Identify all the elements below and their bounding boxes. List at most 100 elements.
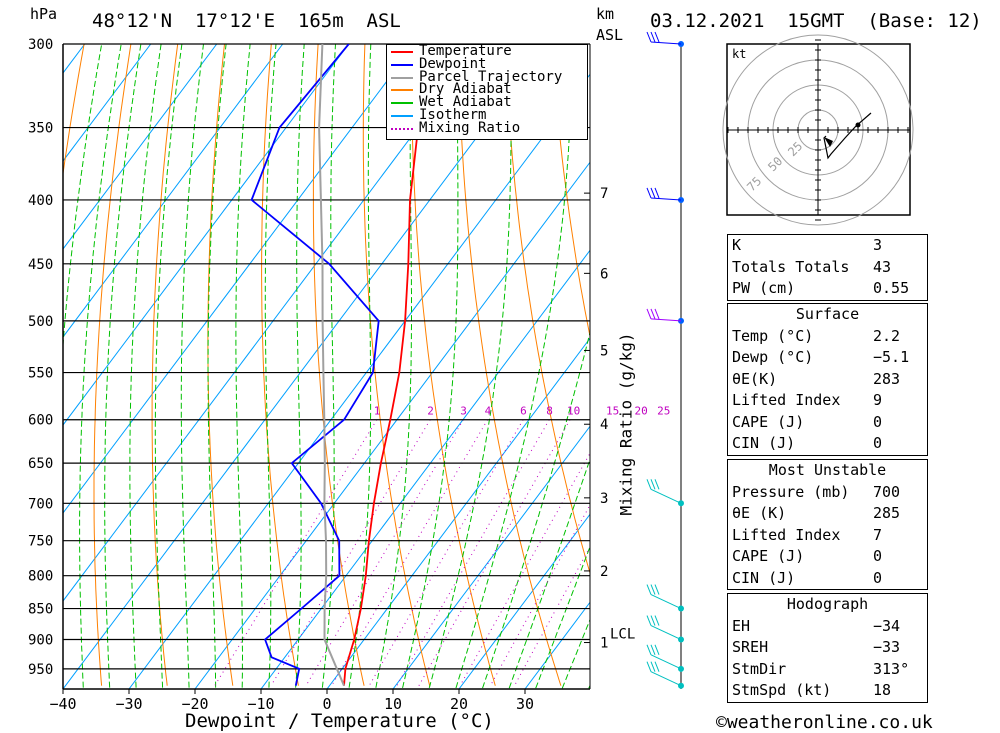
hodograph-table: Hodograph EH −34 SREH −33 StmDir 313° StmSp… xyxy=(727,593,928,703)
surface-thetae-row: θE(K) 283 xyxy=(732,369,901,388)
isotherm-line xyxy=(326,337,590,689)
height-tick-label: 2 xyxy=(600,564,608,580)
mixing-ratio-line xyxy=(418,419,571,686)
hodograph-arrow xyxy=(824,137,833,147)
x-tick-label: −30 xyxy=(115,695,142,713)
wet-adiabat-line xyxy=(129,44,162,689)
surface-title: Surface xyxy=(795,305,860,323)
mu-cin-row: CIN (J) 0 xyxy=(732,568,883,587)
wind-barb xyxy=(650,625,682,640)
mixing-ratio-label: 8 xyxy=(546,405,553,418)
dry-adiabat-line xyxy=(362,44,431,686)
isotherm-line xyxy=(63,44,482,602)
wet-adiabat-line xyxy=(235,44,251,689)
legend-label: Dewpoint xyxy=(419,55,487,72)
legend-item: Dewpoint xyxy=(387,55,587,72)
dry-adiabat-line xyxy=(312,44,365,686)
wet-adiabat-line xyxy=(455,44,574,689)
pressure-tick-label: 800 xyxy=(28,569,53,585)
wind-barb xyxy=(650,654,682,670)
series-temperature xyxy=(343,44,442,686)
wet-adiabat-line xyxy=(79,44,122,689)
mixing-ratio-label: 3 xyxy=(460,405,467,418)
mu-li-row: Lifted Index 7 xyxy=(732,525,883,544)
mixing-ratio-axis-label: Mixing Ratio (g/kg) xyxy=(616,332,636,516)
surface-dewp-row: Dewp (°C) −5.1 xyxy=(732,348,910,366)
legend-item: Parcel Trajectory xyxy=(387,68,587,85)
wind-barb-flag xyxy=(654,644,660,656)
most-unstable-title: Most Unstable xyxy=(768,461,887,479)
surface-cin-row: CIN (J) 0 xyxy=(732,434,883,452)
credit-label[interactable]: ©weatheronline.co.uk xyxy=(716,712,933,733)
mixing-ratio-label: 20 xyxy=(634,405,647,418)
dry-adiabat-line xyxy=(973,44,1000,686)
surface-temp-row: Temp (°C) 2.2 xyxy=(732,326,901,345)
legend-item: Isotherm xyxy=(387,108,587,122)
pressure-tick-label: 650 xyxy=(28,456,53,472)
x-tick-label: −20 xyxy=(181,695,208,713)
wind-barb-flag xyxy=(646,31,652,43)
wet-adiabat-line xyxy=(481,330,590,689)
hodo-stmdir-row: StmDir 313° xyxy=(732,659,910,678)
pressure-tick-label: 500 xyxy=(28,314,53,330)
wind-barbs xyxy=(646,31,684,689)
legend-label: Dry Adiabat xyxy=(419,81,512,98)
wet-adiabat-line xyxy=(180,44,205,689)
wet-adiabat-line xyxy=(207,44,227,689)
isotherm-line xyxy=(63,44,416,514)
location-label: 48°12'N 17°12'E 165m ASL xyxy=(92,10,401,32)
mu-thetae-row: θE (K) 285 xyxy=(732,504,901,522)
dry-adiabat-line xyxy=(261,44,299,686)
dry-adiabat-line xyxy=(504,44,590,575)
isotherm-line xyxy=(63,44,152,162)
mixing-ratio-line xyxy=(331,419,489,686)
wind-barb-flag xyxy=(654,31,660,43)
wind-barb-flag xyxy=(650,308,656,320)
wet-adiabat-line xyxy=(264,44,277,689)
x-tick-label: 30 xyxy=(516,695,534,713)
wet-adiabat-line xyxy=(154,44,183,689)
legend-label: Temperature xyxy=(419,43,512,59)
index-row-pw: PW (cm) 0.55 xyxy=(732,279,910,297)
isotherm-line xyxy=(63,44,548,689)
height-tick-label: 7 xyxy=(600,186,608,202)
wind-barb xyxy=(650,594,682,609)
wet-adiabat-line xyxy=(294,44,305,689)
wind-barb-flag xyxy=(650,479,656,490)
height-tick-label: 3 xyxy=(600,491,608,507)
legend-item: Wet Adiabat xyxy=(387,95,587,109)
wind-barb-flag xyxy=(654,187,660,199)
wind-barb-flag xyxy=(654,308,660,320)
wind-barb-flag xyxy=(650,187,656,199)
pressure-unit-label: hPa xyxy=(30,5,58,23)
wind-barb-flag xyxy=(654,479,660,490)
wet-adiabat-line xyxy=(534,545,590,689)
mixing-ratio-labels: 1 2 3 4 6 8 10 15 20 25 xyxy=(374,405,671,418)
index-row-totals: Totals Totals 43 xyxy=(732,257,892,276)
mixing-ratio-line xyxy=(305,419,464,686)
height-tick-label: 5 xyxy=(600,343,608,359)
wet-adiabat-line xyxy=(401,44,459,689)
hodograph-title: Hodograph xyxy=(786,595,869,613)
mixing-ratio-label: 6 xyxy=(520,405,527,418)
wind-barb-flag xyxy=(654,584,660,595)
profile-series xyxy=(250,44,442,687)
dry-adiabat-line xyxy=(151,44,179,686)
x-tick-label: −40 xyxy=(49,695,76,713)
mixing-ratio-line xyxy=(396,419,550,686)
wind-barb-flag xyxy=(654,615,660,626)
wind-barb xyxy=(650,41,682,45)
hodograph-unit-label: kt xyxy=(732,47,746,61)
pressure-tick-label: 950 xyxy=(28,662,53,678)
wet-adiabat-line xyxy=(561,618,590,689)
wind-barb-flag xyxy=(646,308,652,320)
legend: Temperature Dewpoint Parcel Trajectory Dry … xyxy=(386,44,588,140)
wind-barb-flag xyxy=(646,615,652,626)
legend-label: Parcel Trajectory xyxy=(419,68,563,85)
isotherm-line xyxy=(194,161,590,689)
series-parcel-trajectory xyxy=(318,44,345,687)
wet-adiabat-line xyxy=(428,44,512,689)
